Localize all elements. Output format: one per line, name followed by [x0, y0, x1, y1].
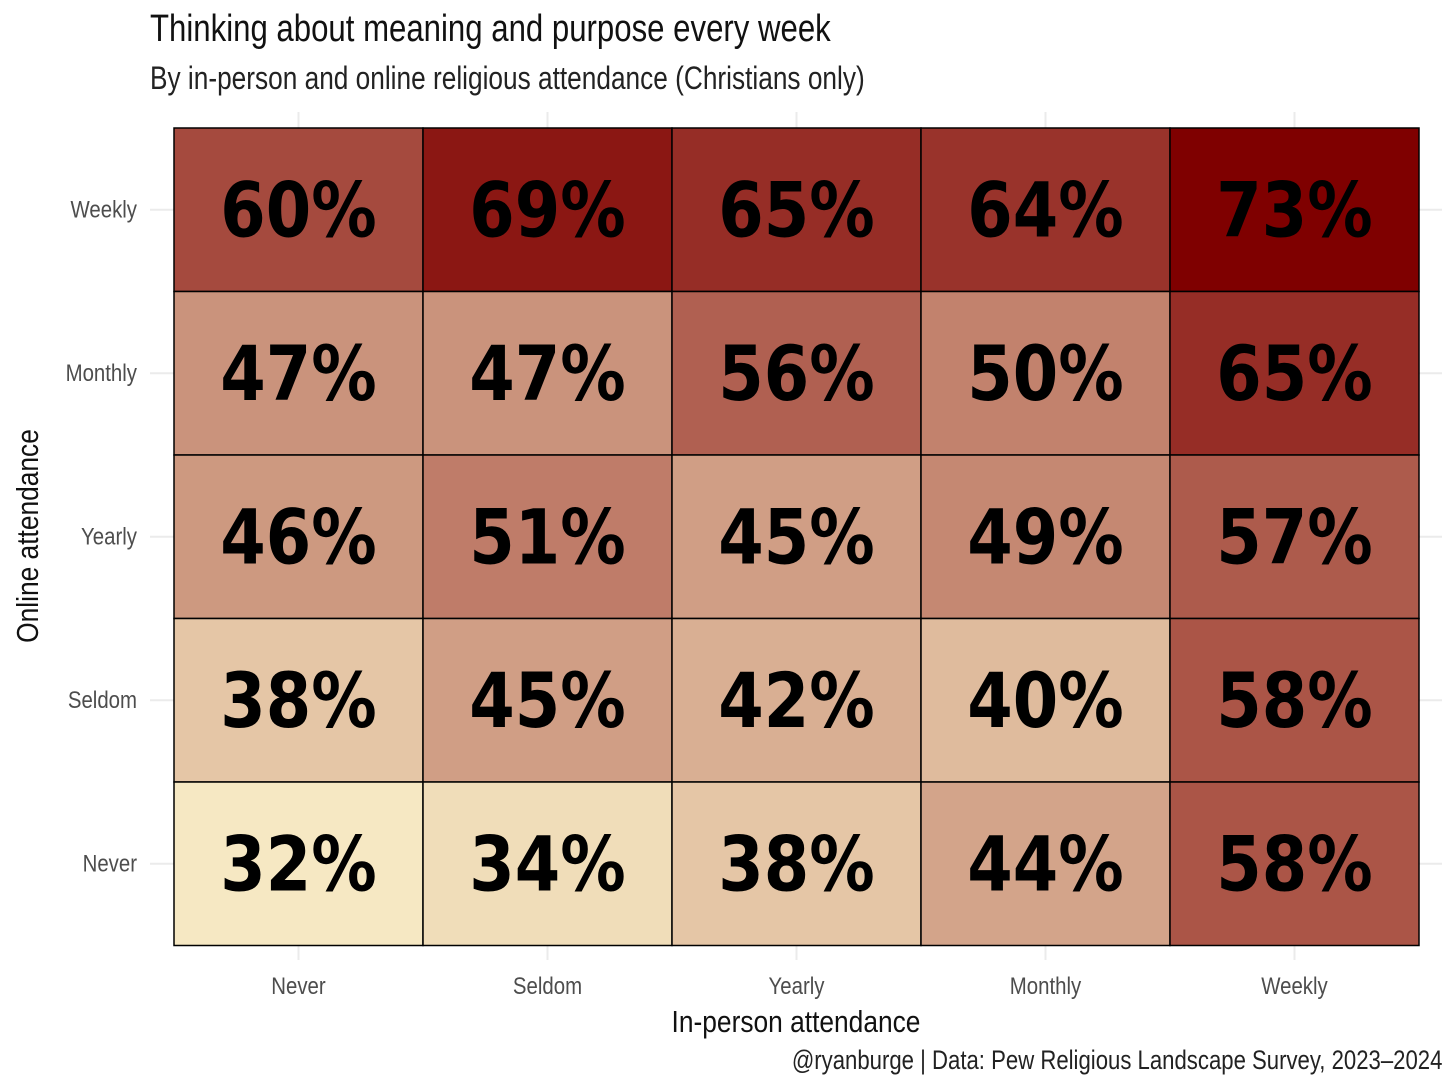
x-tick-label: Never	[271, 972, 326, 999]
chart-caption: @ryanburge | Data: Pew Religious Landsca…	[791, 1045, 1442, 1075]
heatmap-cell-monthly-seldom	[422, 290, 673, 456]
cell-value-label: 65%	[1216, 329, 1372, 418]
heatmap-cell-yearly-seldom	[422, 454, 673, 620]
cell-value-label: 69%	[469, 166, 625, 255]
heatmap-cell-seldom-never	[173, 617, 424, 783]
x-tick-label: Weekly	[1261, 972, 1328, 999]
cell-value-label: 73%	[1216, 166, 1372, 255]
y-tick-label: Never	[83, 850, 138, 877]
cell-value-label: 51%	[469, 493, 625, 582]
heatmap-cell-yearly-never	[173, 454, 424, 620]
cell-value-label: 44%	[967, 820, 1123, 909]
heatmap-cell-seldom-seldom	[422, 617, 673, 783]
x-axis-title: In-person attendance	[672, 1005, 921, 1039]
heatmap-cells	[173, 127, 1420, 947]
heatmap-cell-weekly-weekly	[1169, 127, 1420, 293]
cell-value-label: 60%	[220, 166, 376, 255]
y-tick-label: Yearly	[81, 523, 138, 550]
cell-value-label: 47%	[220, 329, 376, 418]
heatmap-cell-seldom-weekly	[1169, 617, 1420, 783]
cell-value-label: 34%	[469, 820, 625, 909]
x-axis-ticks: Never Seldom Yearly Monthly Weekly	[271, 972, 1328, 999]
cell-value-label: 58%	[1216, 656, 1372, 745]
cell-value-label: 38%	[220, 656, 376, 745]
cell-value-label: 50%	[967, 329, 1123, 418]
heatmap-cell-monthly-monthly	[920, 290, 1171, 456]
y-tick-label: Weekly	[71, 196, 138, 223]
heatmap-cell-never-never	[173, 781, 424, 947]
chart-subtitle: By in-person and online religious attend…	[150, 60, 865, 96]
cell-value-label: 58%	[1216, 820, 1372, 909]
heatmap-cell-seldom-yearly	[671, 617, 922, 783]
y-axis-ticks: Weekly Monthly Yearly Seldom Never	[66, 196, 138, 877]
chart-title: Thinking about meaning and purpose every…	[150, 8, 831, 50]
heatmap-cell-never-seldom	[422, 781, 673, 947]
cell-value-label: 47%	[469, 329, 625, 418]
cell-value-label: 57%	[1216, 493, 1372, 582]
heatmap-cell-monthly-never	[173, 290, 424, 456]
y-tick-label: Seldom	[68, 687, 137, 714]
cell-value-label: 49%	[967, 493, 1123, 582]
cell-value-label: 32%	[220, 820, 376, 909]
y-tick-label: Monthly	[66, 360, 138, 387]
heatmap-cell-yearly-yearly	[671, 454, 922, 620]
y-axis-title: Online attendance	[11, 429, 45, 643]
cell-value-label: 38%	[718, 820, 874, 909]
heatmap-cell-yearly-monthly	[920, 454, 1171, 620]
x-tick-label: Seldom	[513, 972, 582, 999]
cell-value-label: 65%	[718, 166, 874, 255]
heatmap-cell-weekly-never	[173, 127, 424, 293]
heatmap-cell-weekly-monthly	[920, 127, 1171, 293]
heatmap-cell-never-yearly	[671, 781, 922, 947]
cell-value-label: 56%	[718, 329, 874, 418]
x-tick-label: Monthly	[1010, 972, 1082, 999]
heatmap-cell-monthly-weekly	[1169, 290, 1420, 456]
heatmap-cell-labels: 60% 69% 65% 64% 73% 47% 47% 56% 50% 65% 46% 51% 45% 4…	[220, 166, 1372, 909]
cell-value-label: 45%	[718, 493, 874, 582]
cell-value-label: 46%	[220, 493, 376, 582]
heatmap-cell-seldom-monthly	[920, 617, 1171, 783]
heatmap-cell-never-weekly	[1169, 781, 1420, 947]
heatmap-cell-yearly-weekly	[1169, 454, 1420, 620]
x-tick-label: Yearly	[769, 972, 826, 999]
cell-value-label: 42%	[718, 656, 874, 745]
cell-value-label: 45%	[469, 656, 625, 745]
cell-value-label: 40%	[967, 656, 1123, 745]
cell-value-label: 64%	[967, 166, 1123, 255]
